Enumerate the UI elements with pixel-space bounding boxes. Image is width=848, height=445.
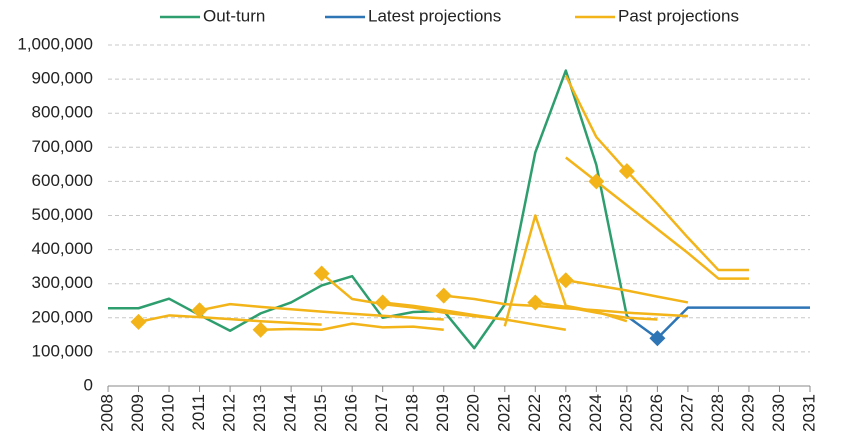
- x-tick-label: 2012: [220, 394, 239, 432]
- marker: [618, 163, 635, 180]
- projection-line: [565, 156, 749, 280]
- x-tick-label: 2019: [433, 394, 452, 432]
- x-tick-label: 2011: [189, 394, 208, 431]
- marker: [252, 321, 269, 338]
- x-tick-label: 2023: [555, 394, 574, 432]
- x-tick-label: 2025: [616, 394, 635, 432]
- x-tick-label: 2027: [677, 394, 696, 432]
- y-tick-label: 400,000: [32, 239, 93, 258]
- marker: [649, 330, 666, 347]
- legend-label: Out-turn: [203, 6, 265, 25]
- marker: [191, 302, 208, 319]
- y-tick-label: 300,000: [32, 273, 93, 292]
- x-tick-label: 2008: [97, 394, 116, 432]
- y-tick-label: 0: [84, 375, 93, 394]
- x-tick-label: 2018: [403, 394, 422, 432]
- marker: [527, 294, 544, 311]
- y-tick-label: 600,000: [32, 171, 93, 190]
- x-tick-label: 2015: [311, 394, 330, 432]
- projection-line: [138, 314, 322, 326]
- projection-line: [260, 322, 444, 331]
- projection-line: [503, 214, 628, 327]
- y-tick-label: 1,000,000: [17, 34, 93, 53]
- y-tick-label: 500,000: [32, 205, 93, 224]
- marker: [588, 173, 605, 190]
- x-tick-label: 2028: [708, 394, 727, 432]
- projection-line: [443, 294, 688, 318]
- x-tick-label: 2010: [159, 394, 178, 432]
- x-tick-label: 2030: [769, 394, 788, 432]
- y-tick-label: 700,000: [32, 137, 93, 156]
- x-tick-label: 2024: [586, 394, 605, 432]
- x-tick-label: 2029: [738, 394, 757, 432]
- projection-line: [535, 301, 658, 321]
- projection-line: [564, 75, 749, 272]
- x-tick-label: 2017: [372, 394, 391, 432]
- marker: [130, 313, 147, 330]
- x-tick-label: 2021: [494, 394, 513, 432]
- marker: [374, 294, 391, 311]
- x-tick-label: 2014: [281, 394, 300, 432]
- x-tick-label: 2016: [342, 394, 361, 432]
- y-tick-label: 200,000: [32, 307, 93, 326]
- x-tick-label: 2026: [647, 394, 666, 432]
- projection-line: [565, 279, 689, 304]
- x-tick-label: 2022: [525, 394, 544, 432]
- y-tick-label: 100,000: [32, 341, 93, 360]
- marker: [435, 287, 452, 304]
- x-tick-label: 2013: [250, 394, 269, 432]
- projection-line: [382, 301, 567, 331]
- x-tick-label: 2020: [464, 394, 483, 432]
- legend-label: Past projections: [618, 6, 739, 25]
- marker: [557, 272, 574, 289]
- legend-label: Latest projections: [368, 6, 501, 25]
- x-tick-label: 2009: [128, 394, 147, 432]
- y-tick-label: 800,000: [32, 103, 93, 122]
- marker: [313, 265, 330, 282]
- x-tick-label: 2031: [799, 394, 818, 432]
- projection-line: [199, 302, 444, 321]
- y-tick-label: 900,000: [32, 69, 93, 88]
